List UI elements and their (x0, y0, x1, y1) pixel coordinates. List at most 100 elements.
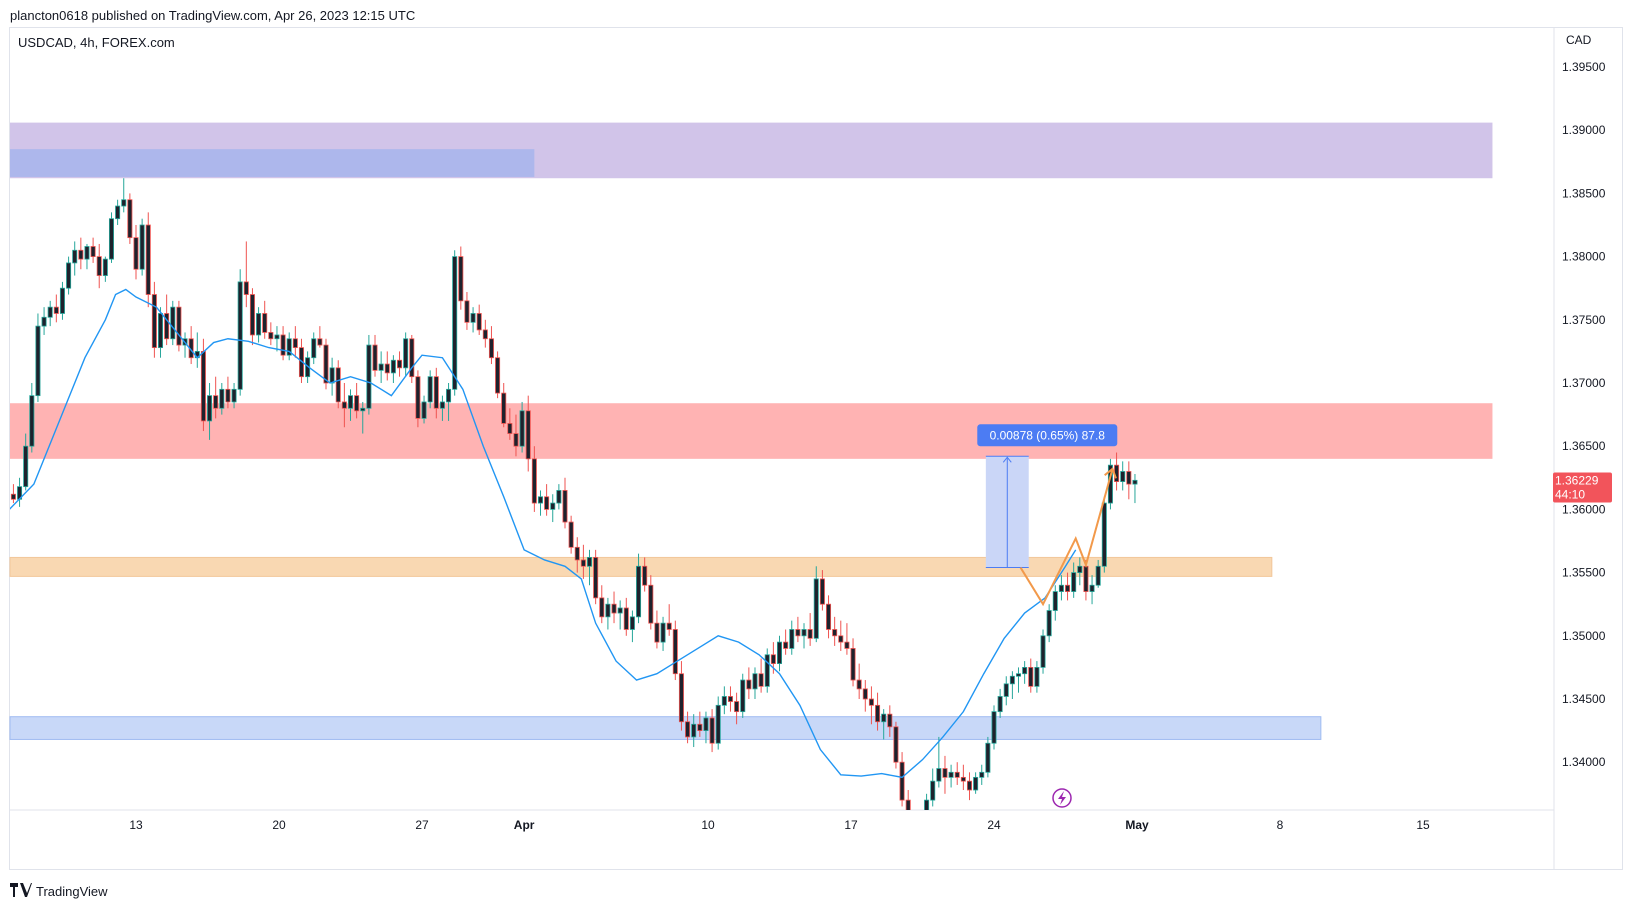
candle-body (636, 565, 642, 618)
footer-brand[interactable]: TradingView (10, 883, 108, 900)
candle-body (605, 603, 611, 618)
candle-body (249, 294, 255, 336)
candle-body (1095, 565, 1101, 586)
candle-body (936, 768, 942, 782)
moving-average-line (10, 288, 1077, 779)
candle-body (979, 771, 985, 778)
candle-body (893, 726, 899, 763)
candle-body (691, 723, 697, 738)
candle-body (599, 597, 605, 618)
measure-arrow-head (1002, 456, 1012, 463)
candle-body (262, 313, 268, 333)
candle-body (96, 256, 102, 276)
candle-body (587, 557, 593, 567)
candle-body (966, 780, 972, 791)
candle-body (887, 713, 893, 728)
candle-body (850, 648, 856, 681)
candle-body (875, 704, 881, 723)
candle-body (354, 395, 360, 412)
candle-body (145, 224, 151, 295)
candle-body (580, 559, 586, 567)
candle-body (207, 395, 213, 422)
candle-body (574, 546, 580, 561)
candle-body (219, 388, 225, 409)
candle-body (672, 629, 678, 675)
candle-body (807, 629, 813, 639)
candle-body (476, 313, 482, 331)
y-tick-label: 1.39000 (1562, 123, 1606, 137)
candle-body (347, 395, 353, 409)
candle-body (862, 688, 868, 700)
candle-body (948, 771, 954, 778)
x-tick-label: 10 (701, 818, 715, 832)
candle-body (991, 711, 997, 744)
candle-body (200, 350, 206, 422)
candle-body (329, 367, 335, 384)
candle-body (280, 334, 286, 356)
candle-body (458, 256, 464, 302)
y-tick-label: 1.35500 (1562, 566, 1606, 580)
y-tick-label: 1.35000 (1562, 629, 1606, 643)
candle-body (164, 313, 170, 340)
candle-body (66, 262, 72, 289)
candle-body (464, 300, 470, 323)
candle-body (78, 249, 84, 260)
candle-body (231, 388, 237, 403)
tradingview-logo-icon (10, 883, 32, 900)
measure-label-bg (977, 424, 1118, 447)
bar-countdown: 44:10 (1555, 487, 1585, 501)
candle-body (29, 395, 35, 447)
x-tick-label: 8 (1277, 818, 1284, 832)
candle-body (409, 338, 415, 378)
candle-body (795, 629, 801, 637)
candle-body (997, 696, 1003, 713)
candle-body (642, 565, 648, 586)
candle-body (151, 294, 157, 349)
candle-body (495, 357, 501, 394)
candle-body (1089, 584, 1095, 592)
projection-arrow-head (1104, 467, 1117, 479)
candle-body (243, 281, 249, 295)
candle-body (1083, 565, 1089, 592)
candle-body (531, 458, 537, 504)
candle-body (985, 742, 991, 773)
candle-body (556, 490, 562, 504)
candle-body (501, 392, 507, 424)
candle-body (311, 338, 317, 359)
candle-body (84, 246, 90, 260)
candle-body (390, 359, 396, 374)
candle-body (1126, 471, 1132, 485)
candle-body (727, 696, 733, 702)
candle-body (666, 622, 672, 630)
candle-body (158, 313, 164, 349)
zone-demand (9, 716, 1322, 740)
candle-body (237, 281, 243, 390)
candle-body (1065, 584, 1071, 592)
symbol-label: USDCAD, 4h, FOREX.com (18, 35, 175, 50)
y-tick-label: 1.38000 (1562, 250, 1606, 264)
x-tick-label: 20 (272, 818, 286, 832)
measure-label: 0.00878 (0.65%) 87.8 (990, 428, 1106, 442)
candle-body (623, 607, 629, 630)
candle-body (912, 825, 916, 835)
candle-body (660, 622, 666, 643)
candle-body (176, 306, 182, 346)
candle-body (115, 205, 121, 220)
candle-body (703, 717, 709, 732)
candle-body (593, 557, 599, 599)
candle-body (819, 578, 825, 605)
candle-body (108, 218, 114, 260)
candle-body (488, 338, 494, 359)
candle-body (53, 306, 59, 314)
candle-body (1132, 479, 1138, 485)
candle-body (826, 603, 832, 630)
x-tick-label: 27 (415, 818, 429, 832)
candle-body (415, 376, 421, 419)
candle-body (629, 616, 635, 630)
candle-body (1101, 502, 1107, 567)
currency-label: CAD (1566, 33, 1592, 47)
candle-body (734, 701, 740, 713)
x-tick-label: 15 (1416, 818, 1430, 832)
candle-body (654, 622, 660, 643)
